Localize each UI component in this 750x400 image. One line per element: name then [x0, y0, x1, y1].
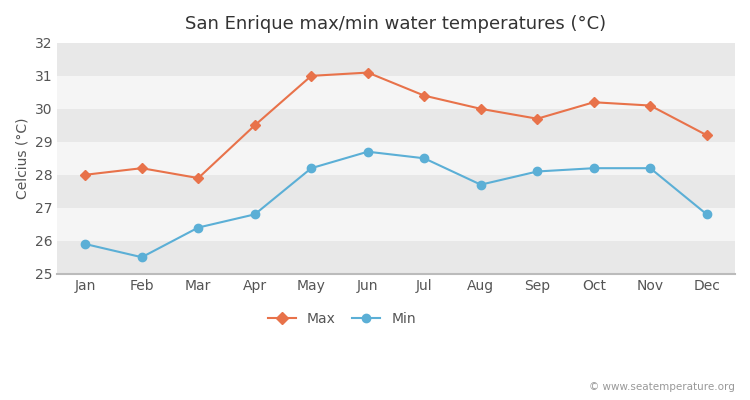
- Bar: [57, 241, 735, 274]
- Bar: [57, 208, 735, 241]
- Text: © www.seatemperature.org: © www.seatemperature.org: [590, 382, 735, 392]
- Legend: Max, Min: Max, Min: [262, 306, 422, 331]
- Bar: [57, 43, 735, 76]
- Y-axis label: Celcius (°C): Celcius (°C): [15, 118, 29, 199]
- Bar: [57, 175, 735, 208]
- Bar: [57, 142, 735, 175]
- Bar: [57, 76, 735, 109]
- Title: San Enrique max/min water temperatures (°C): San Enrique max/min water temperatures (…: [185, 15, 607, 33]
- Bar: [57, 109, 735, 142]
